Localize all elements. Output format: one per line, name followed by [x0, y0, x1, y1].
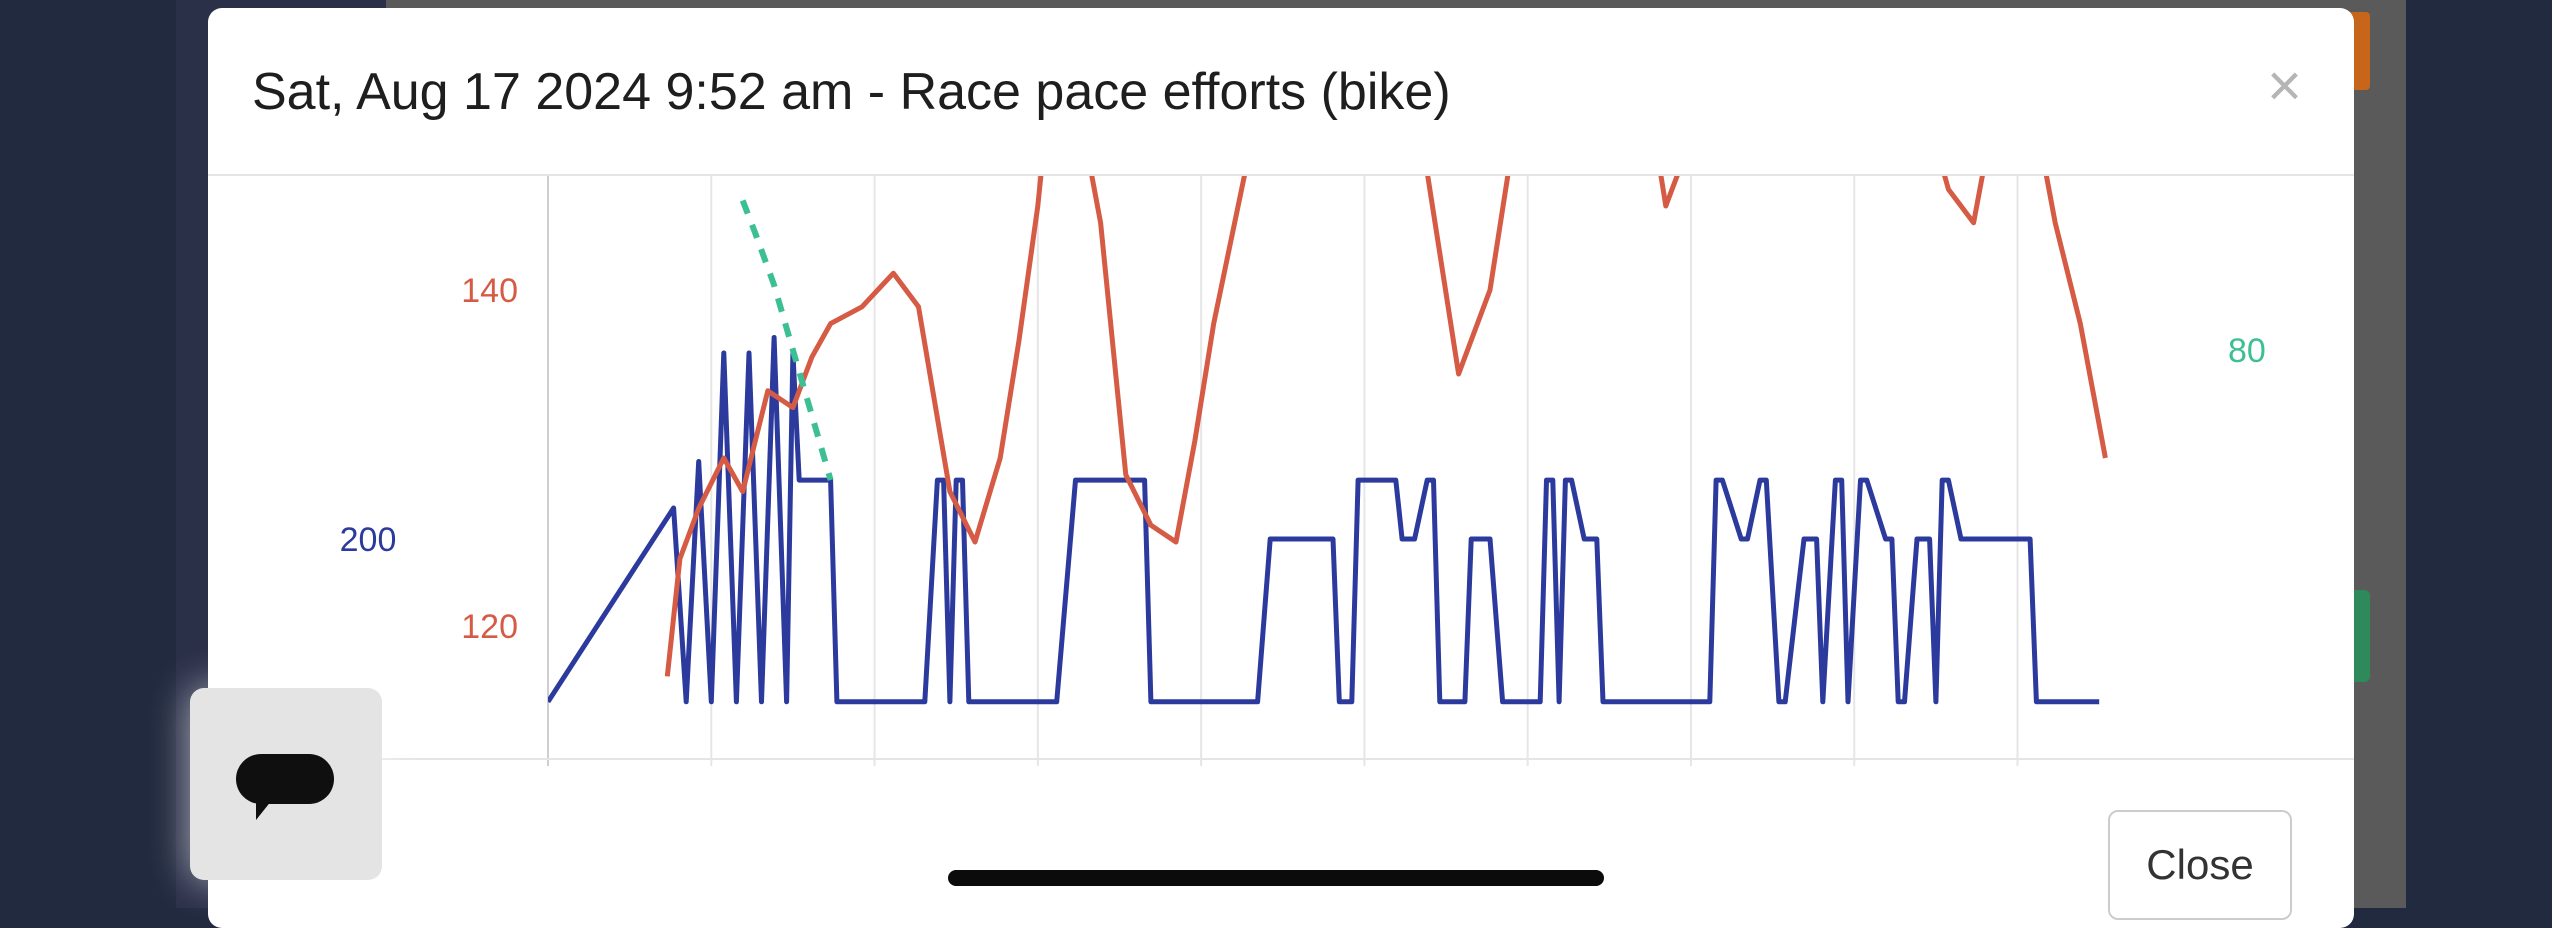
- tick-label-left_power: 200: [340, 521, 397, 559]
- close-button[interactable]: Close: [2108, 810, 2292, 920]
- modal-header: Sat, Aug 17 2024 9:52 am - Race pace eff…: [208, 8, 2354, 176]
- home-indicator: [948, 870, 1604, 886]
- chart-svg: 140 120 200 80: [340, 176, 2266, 766]
- series-line-2: [739, 199, 834, 481]
- series-line-1: [664, 176, 2108, 677]
- tick-label-right_cadence: 80: [2228, 332, 2266, 370]
- close-icon[interactable]: ×: [2266, 52, 2302, 119]
- workout-chart: 140 120 200 80: [208, 176, 2354, 766]
- tick-label-left_heart_rate: 140: [461, 272, 518, 310]
- chart-series: [548, 176, 2108, 705]
- chart-ticks: 140 120 200 80: [340, 272, 2266, 646]
- modal-footer: Close: [208, 758, 2354, 928]
- chat-widget[interactable]: [190, 688, 382, 880]
- tick-label-left_heart_rate: 120: [461, 608, 518, 646]
- modal-title: Sat, Aug 17 2024 9:52 am - Race pace eff…: [252, 63, 1451, 121]
- workout-modal: Sat, Aug 17 2024 9:52 am - Race pace eff…: [208, 8, 2354, 928]
- series-line-0: [548, 335, 2100, 705]
- chat-bubble-icon: [236, 754, 334, 820]
